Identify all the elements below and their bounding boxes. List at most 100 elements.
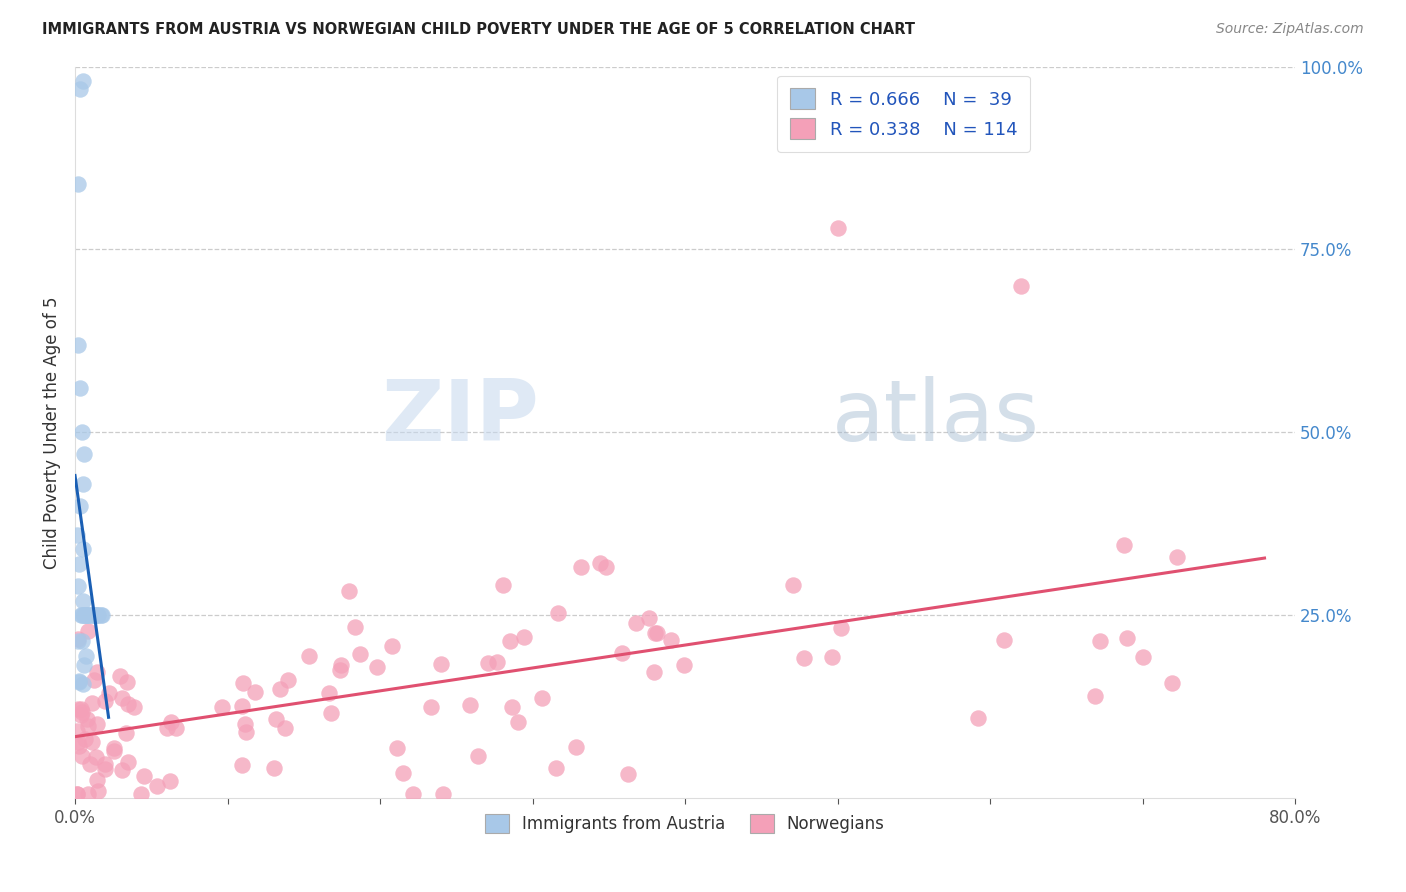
Point [486,656,509,670]
Point [76,719,98,733]
Point [75,732,97,747]
Point [231,758,253,772]
Point [83,608,105,623]
Point [499,634,522,648]
Point [86,665,108,680]
Point [94,762,117,776]
Point [66,724,89,739]
Point [156,721,179,735]
Point [432,788,454,802]
Point [79,608,101,623]
Point [589,556,612,570]
Point [329,663,352,677]
Point [67,735,90,749]
Point [211,700,233,714]
Point [73,447,96,461]
Point [86,717,108,731]
Point [86,773,108,788]
Legend: Immigrants from Austria, Norwegians: Immigrants from Austria, Norwegians [474,802,897,845]
Point [146,780,169,794]
Point [72,748,94,763]
Point [297,648,319,663]
Point [117,697,139,711]
Point [84,608,107,623]
Point [114,726,136,740]
Point [83,673,105,687]
Point [513,630,536,644]
Point [569,559,592,574]
Point [420,699,443,714]
Point [501,699,523,714]
Point [349,647,371,661]
Point [67,634,90,648]
Point [132,769,155,783]
Point [103,743,125,757]
Point [72,593,94,607]
Point [1166,550,1188,565]
Point [70,705,93,719]
Point [429,657,451,671]
Text: ZIP: ZIP [381,376,538,459]
Point [70,425,93,440]
Point [385,740,408,755]
Point [782,578,804,592]
Point [319,706,342,720]
Point [86,608,108,623]
Point [330,657,353,672]
Point [87,784,110,798]
Point [477,656,499,670]
Point [82,608,104,623]
Point [77,608,100,623]
Point [993,632,1015,647]
Point [966,711,988,725]
Point [160,714,183,729]
Point [94,756,117,771]
Point [159,773,181,788]
Point [70,608,93,623]
Point [67,675,90,690]
Point [75,608,97,623]
Point [830,621,852,635]
Point [821,650,844,665]
Point [67,739,90,753]
Point [73,657,96,672]
Point [644,626,666,640]
Point [595,560,617,574]
Point [103,741,125,756]
Point [67,557,90,571]
Point [66,337,89,351]
Point [546,761,568,775]
Point [233,716,256,731]
Point [65,788,87,802]
Point [318,686,340,700]
Point [638,611,661,625]
Point [93,694,115,708]
Text: atlas: atlas [831,376,1039,459]
Point [66,177,89,191]
Point [1132,649,1154,664]
Point [277,673,299,687]
Point [82,735,104,749]
Point [401,788,423,802]
Point [72,476,94,491]
Point [231,699,253,714]
Point [111,691,134,706]
Point [673,658,696,673]
Point [129,788,152,802]
Point [122,699,145,714]
Text: IMMIGRANTS FROM AUSTRIA VS NORWEGIAN CHILD POVERTY UNDER THE AGE OF 5 CORRELATIO: IMMIGRANTS FROM AUSTRIA VS NORWEGIAN CHI… [42,22,915,37]
Point [624,615,647,630]
Point [77,788,100,802]
Point [1010,279,1032,293]
Point [243,685,266,699]
Point [645,626,668,640]
Point [73,608,96,623]
Point [117,756,139,770]
Point [67,673,90,688]
Point [165,722,187,736]
Point [84,608,107,623]
Point [70,708,93,723]
Point [1114,538,1136,552]
Point [82,608,104,623]
Point [77,608,100,623]
